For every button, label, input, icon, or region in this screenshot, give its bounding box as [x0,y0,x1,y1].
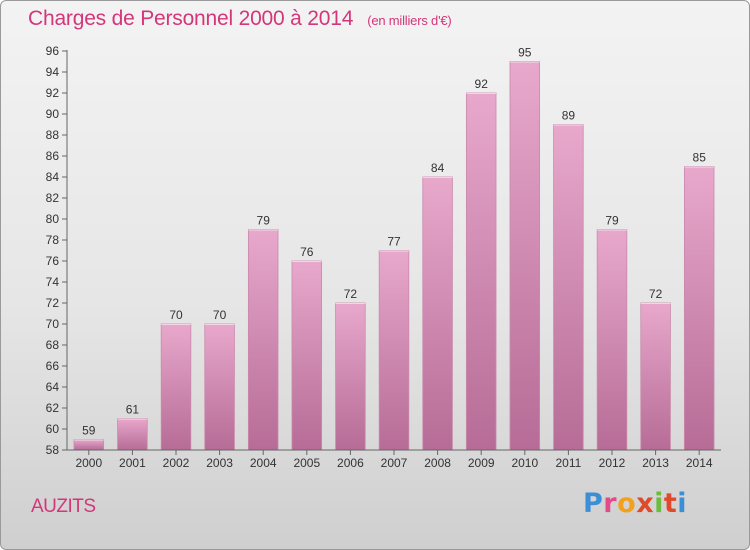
x-tick-label: 2006 [337,456,364,470]
y-tick-label: 68 [46,338,60,352]
bar-2000 [73,439,105,451]
bar-2010 [509,61,541,451]
bar-2008 [422,176,453,451]
logo-letter: t [663,488,678,519]
y-tick-label: 88 [46,128,60,142]
y-tick-label: 92 [46,86,60,100]
bar-2001 [117,418,148,451]
logo-letter: i [654,488,664,519]
data-label: 84 [431,161,445,175]
x-tick-label: 2012 [599,456,626,470]
data-label: 72 [649,287,663,301]
y-tick-label: 78 [46,233,60,247]
bars: 59 61 70 70 79 76 72 77 84 92 95 89 79 72 85 [73,46,715,451]
data-label: 76 [300,245,314,259]
y-tick-label: 74 [46,275,60,289]
data-label: 79 [605,214,619,228]
data-label: 59 [82,424,96,438]
logo-letter: r [603,488,618,519]
bar-2013 [640,302,671,451]
y-tick-label: 66 [46,359,60,373]
x-tick-label: 2005 [293,456,320,470]
data-label: 85 [693,151,707,165]
y-tick-label: 84 [46,170,60,184]
y-tick-label: 64 [46,380,60,394]
x-axis: 2000 2001 2002 2003 2004 2005 2006 2007 2008 2009… [67,449,721,470]
data-label: 70 [169,308,183,322]
bar-2011 [553,124,584,451]
logo-letter: o [617,488,637,519]
x-tick-label: 2011 [555,456,581,470]
bar-2003 [204,323,235,451]
bar-2007 [378,250,410,451]
x-tick-label: 2008 [424,456,451,470]
x-tick-label: 2010 [511,456,538,470]
y-tick-label: 62 [46,401,60,415]
y-tick-label: 58 [46,443,60,457]
data-label: 95 [518,46,532,60]
y-tick-label: 82 [46,191,60,205]
x-tick-label: 2007 [381,456,408,470]
x-tick-label: 2009 [468,456,495,470]
logo-letter: x [636,488,655,519]
y-tick-label: 70 [46,317,60,331]
y-tick-label: 80 [46,212,60,226]
data-label: 61 [126,403,140,417]
bar-2014 [683,166,715,451]
bar-2004 [247,229,279,451]
x-tick-label: 2014 [686,456,713,470]
data-label: 70 [213,308,227,322]
data-label: 92 [475,77,489,91]
bar-2012 [596,229,628,451]
logo-letter: P [583,488,604,519]
x-tick-label: 2002 [163,456,190,470]
chart-title-text: Charges de Personnel 2000 à 2014 [28,7,354,30]
proxiti-logo: Proxiti [583,488,687,519]
x-tick-label: 2013 [642,456,669,470]
data-label: 79 [257,214,271,228]
data-label: 89 [562,109,576,123]
y-tick-label: 86 [46,149,60,163]
y-tick-label: 94 [46,65,60,79]
y-tick-label: 60 [46,422,60,436]
bar-2002 [160,323,192,451]
x-tick-label: 2001 [119,456,146,470]
data-label: 77 [387,235,401,249]
x-tick-label: 2003 [206,456,233,470]
y-axis: 58 60 62 64 66 68 70 72 74 76 78 80 82 84 86 88 90 92 94 96 [46,44,68,457]
chart-subtitle: (en milliers d'€) [367,13,452,28]
y-tick-label: 76 [46,254,60,268]
bar-2006 [335,302,366,451]
bar-2005 [291,260,323,451]
y-tick-label: 90 [46,107,60,121]
place-name: AUZITS [31,496,96,517]
bar-2009 [465,92,497,451]
x-tick-label: 2000 [75,456,102,470]
x-tick-label: 2004 [250,456,277,470]
y-tick-label: 72 [46,296,60,310]
chart-title: Charges de Personnel 2000 à 2014 (en mill… [28,7,452,31]
data-label: 72 [344,287,358,301]
y-tick-label: 96 [46,44,60,58]
logo-letter: i [677,488,688,519]
